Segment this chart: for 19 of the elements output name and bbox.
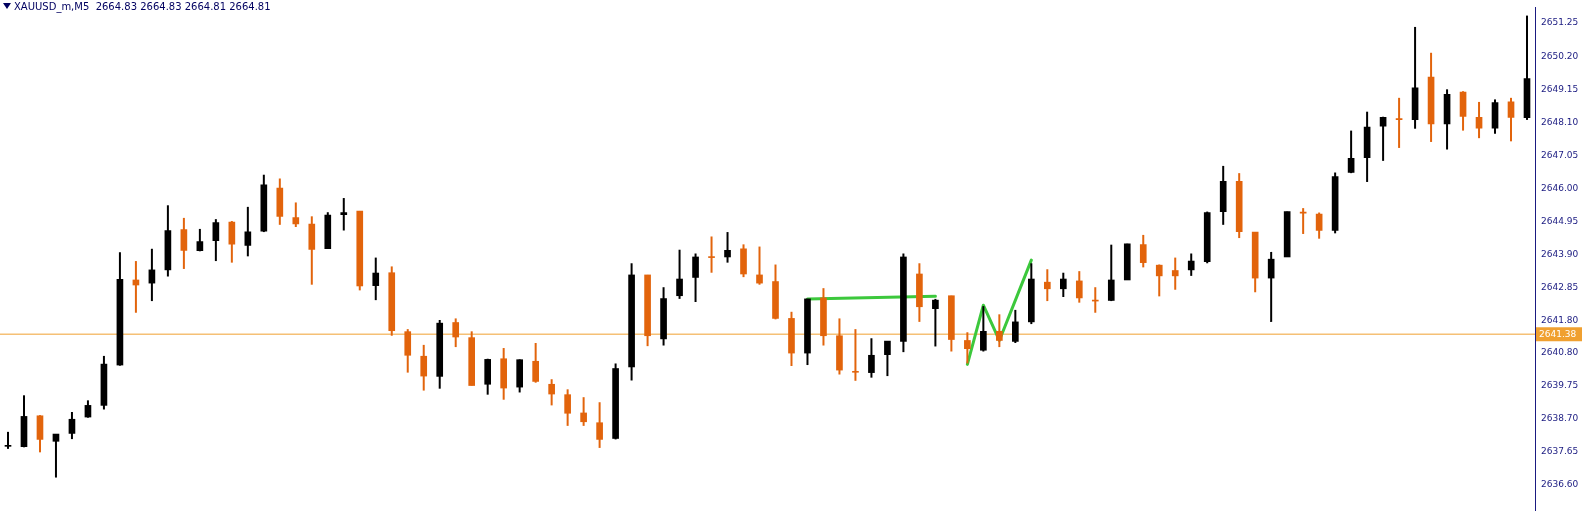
ref-line-label: 2641.38 [1539,328,1577,339]
candlestick [708,235,715,274]
y-tick-label: 2648.10 [1541,116,1579,127]
y-tick-label: 2636.60 [1541,479,1579,490]
y-tick-label: 2647.05 [1541,149,1579,160]
chart-title: XAUUSD_m,M5 2664.83 2664.83 2664.81 2664.81 [14,0,271,13]
y-tick-label: 2644.95 [1541,216,1579,227]
y-tick-label: 2651.25 [1541,17,1579,28]
y-tick-label: 2639.75 [1541,379,1579,390]
y-tick-label: 2649.15 [1541,83,1579,94]
y-tick-label: 2650.20 [1541,50,1579,61]
y-tick-label: 2642.85 [1541,282,1579,293]
y-tick-label: 2641.80 [1541,315,1579,326]
candlestick [852,328,859,382]
y-tick-label: 2640.80 [1541,346,1579,357]
y-tick-label: 2643.90 [1541,249,1579,260]
y-tick-label: 2638.70 [1541,412,1579,423]
y-tick-label: 2646.00 [1541,182,1579,193]
y-tick-label: 2637.65 [1541,446,1579,457]
